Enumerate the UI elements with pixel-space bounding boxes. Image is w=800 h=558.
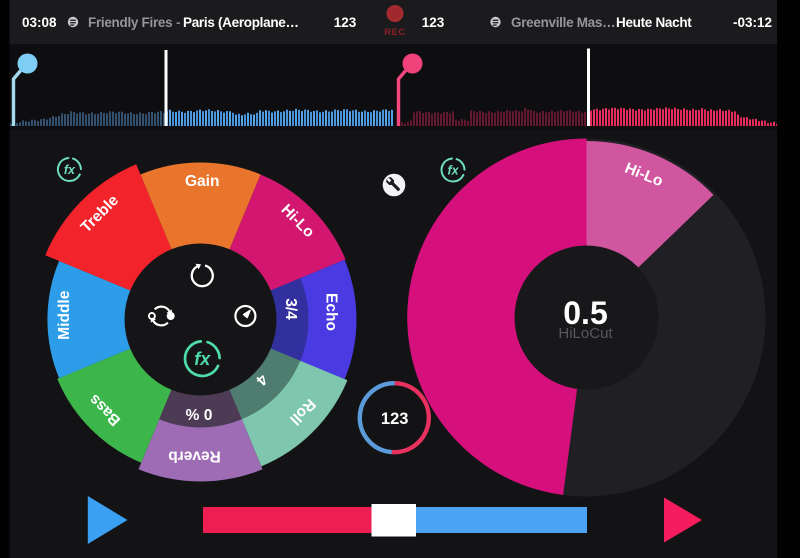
svg-text:REC: REC <box>384 27 406 38</box>
svg-text:123: 123 <box>381 410 409 428</box>
svg-text:Gain: Gain <box>185 173 219 190</box>
svg-text:123: 123 <box>422 15 445 30</box>
svg-text:Echo: Echo <box>322 293 339 331</box>
svg-text:Paris (Aeroplane…: Paris (Aeroplane… <box>183 15 299 30</box>
svg-text:03:08: 03:08 <box>22 15 57 30</box>
svg-text:fx: fx <box>447 164 459 178</box>
svg-text:Reverb: Reverb <box>168 447 221 464</box>
svg-text:Heute Nacht: Heute Nacht <box>616 15 692 30</box>
svg-text:0 %: 0 % <box>185 405 212 422</box>
svg-text:123: 123 <box>334 15 357 30</box>
svg-text:Greenville Mas…: Greenville Mas… <box>511 15 615 30</box>
svg-text:HiLoCut: HiLoCut <box>558 325 613 342</box>
svg-text:-: - <box>176 15 181 30</box>
svg-text:0.5: 0.5 <box>563 295 607 331</box>
svg-text:fx: fx <box>194 349 211 369</box>
svg-text:fx: fx <box>64 163 76 177</box>
svg-text:-03:12: -03:12 <box>733 15 772 30</box>
svg-text:3/4: 3/4 <box>282 298 299 320</box>
svg-text:Friendly Fires: Friendly Fires <box>88 15 172 30</box>
svg-text:Middle: Middle <box>56 290 73 339</box>
